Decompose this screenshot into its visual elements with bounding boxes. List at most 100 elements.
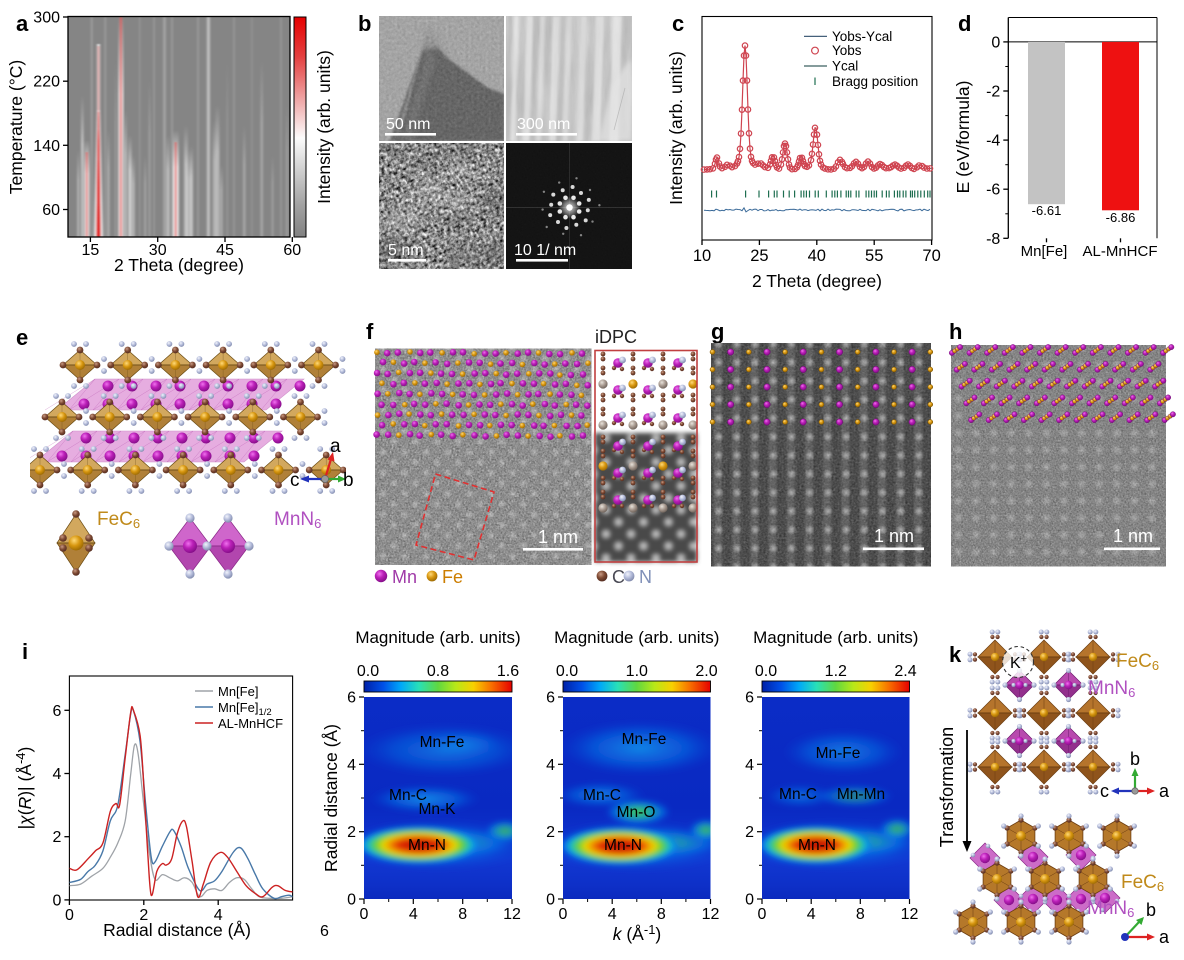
svg-text:50 nm: 50 nm [386,116,430,133]
svg-text:g: g [711,319,724,344]
svg-text:40: 40 [808,247,826,265]
svg-text:0: 0 [347,892,356,909]
svg-text:Mn-C: Mn-C [779,786,817,803]
svg-text:Mn-Fe: Mn-Fe [816,745,861,762]
svg-text:1 nm: 1 nm [1113,526,1153,546]
svg-text:Temperature (°C): Temperature (°C) [6,60,26,194]
svg-text:25: 25 [750,247,768,265]
svg-text:1.6: 1.6 [497,663,519,680]
svg-text:55: 55 [865,247,883,265]
svg-text:AL-MnHCF: AL-MnHCF [1082,243,1157,260]
svg-text:6: 6 [546,690,555,707]
svg-text:0: 0 [745,892,754,909]
svg-text:0: 0 [991,34,1000,51]
svg-text:4: 4 [745,757,754,774]
svg-text:C: C [612,567,625,587]
svg-text:Mn[Fe]1/2: Mn[Fe]1/2 [218,700,272,718]
svg-text:-4: -4 [986,133,1000,150]
svg-text:Radial distance (Å): Radial distance (Å) [321,724,341,872]
svg-text:4: 4 [52,766,61,783]
svg-text:5 nm: 5 nm [388,242,424,259]
svg-text:d: d [958,11,971,36]
svg-text:4: 4 [807,906,816,923]
svg-text:Yobs-Ycal: Yobs-Ycal [832,29,892,44]
svg-text:0: 0 [559,906,568,923]
svg-text:6: 6 [745,690,754,707]
svg-text:1.2: 1.2 [825,663,847,680]
svg-text:2: 2 [52,829,61,846]
svg-text:MnN6: MnN6 [274,509,321,531]
svg-text:6: 6 [52,703,61,720]
svg-text:Transformation: Transformation [937,727,957,847]
svg-text:220: 220 [33,74,60,91]
svg-text:b: b [358,11,371,36]
svg-text:c: c [672,11,684,36]
svg-text:|χ(R)| (Å-4): |χ(R)| (Å-4) [13,747,35,830]
svg-text:0: 0 [546,892,555,909]
svg-text:6: 6 [347,690,356,707]
svg-text:15: 15 [82,242,100,259]
svg-text:0: 0 [758,906,767,923]
svg-text:Mn: Mn [392,567,417,587]
svg-text:Mn-O: Mn-O [617,804,656,821]
svg-text:Mn-C: Mn-C [583,787,621,804]
svg-text:6: 6 [320,923,329,940]
svg-text:Fe: Fe [442,567,463,587]
svg-text:1 nm: 1 nm [874,526,914,546]
svg-text:12: 12 [702,906,720,923]
svg-text:0: 0 [65,907,74,924]
svg-text:e: e [16,325,28,350]
svg-text:Ycal: Ycal [832,59,858,74]
svg-text:Intensity (arb. units): Intensity (arb. units) [666,51,686,205]
svg-text:0.0: 0.0 [357,663,379,680]
svg-text:30: 30 [149,242,167,259]
svg-text:iDPC: iDPC [595,327,637,347]
svg-text:a: a [1159,927,1170,947]
svg-text:Mn-K: Mn-K [418,801,456,818]
svg-text:10: 10 [693,247,711,265]
svg-text:8: 8 [657,906,666,923]
svg-text:Mn-N: Mn-N [798,837,836,854]
svg-text:Magnitude (arb. units): Magnitude (arb. units) [554,628,719,647]
svg-text:h: h [949,319,962,344]
svg-text:a: a [330,436,341,457]
svg-text:Mn-Mn: Mn-Mn [837,786,885,803]
svg-text:-2: -2 [986,84,1000,101]
svg-text:60: 60 [42,202,60,219]
svg-text:12: 12 [901,906,919,923]
svg-text:E (eV/formula): E (eV/formula) [953,81,973,194]
svg-text:4: 4 [409,906,418,923]
svg-text:Mn-N: Mn-N [408,837,446,854]
svg-text:FeC6: FeC6 [97,509,140,531]
svg-text:b: b [1146,900,1156,920]
svg-text:-6.86: -6.86 [1106,210,1136,225]
svg-text:Magnitude (arb. units): Magnitude (arb. units) [355,628,520,647]
svg-text:0.0: 0.0 [755,663,777,680]
svg-text:300: 300 [33,10,60,27]
svg-text:4: 4 [608,906,617,923]
svg-text:a: a [16,11,29,36]
svg-text:N: N [639,567,652,587]
svg-text:Mn-C: Mn-C [389,787,427,804]
svg-text:AL-MnHCF: AL-MnHCF [218,716,283,731]
svg-text:2: 2 [546,824,555,841]
svg-text:b: b [1130,749,1140,769]
svg-text:2: 2 [347,824,356,841]
svg-text:0.8: 0.8 [427,663,449,680]
svg-text:60: 60 [283,242,301,259]
svg-text:4: 4 [546,757,555,774]
svg-text:10 1/ nm: 10 1/ nm [514,242,576,259]
svg-text:-8: -8 [986,231,1000,248]
svg-text:Mn-Fe: Mn-Fe [622,731,667,748]
svg-text:2: 2 [139,907,148,924]
svg-text:Mn[Fe]: Mn[Fe] [218,684,258,699]
svg-text:Mn-N: Mn-N [604,837,642,854]
svg-text:0.0: 0.0 [556,663,578,680]
svg-text:0: 0 [360,906,369,923]
svg-text:MnN6: MnN6 [1088,678,1135,700]
svg-text:i: i [22,639,28,664]
svg-text:4: 4 [347,757,356,774]
svg-text:Yobs: Yobs [832,43,862,58]
svg-text:1.0: 1.0 [626,663,648,680]
svg-text:MnN6: MnN6 [1087,898,1134,920]
